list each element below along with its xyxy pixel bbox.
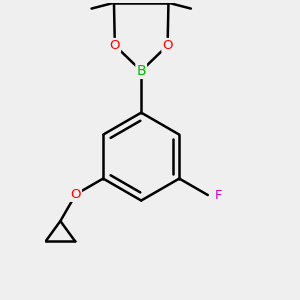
Text: F: F [214, 188, 222, 202]
Text: O: O [70, 188, 81, 201]
Text: B: B [136, 64, 146, 78]
Text: O: O [162, 39, 173, 52]
Text: O: O [110, 39, 120, 52]
